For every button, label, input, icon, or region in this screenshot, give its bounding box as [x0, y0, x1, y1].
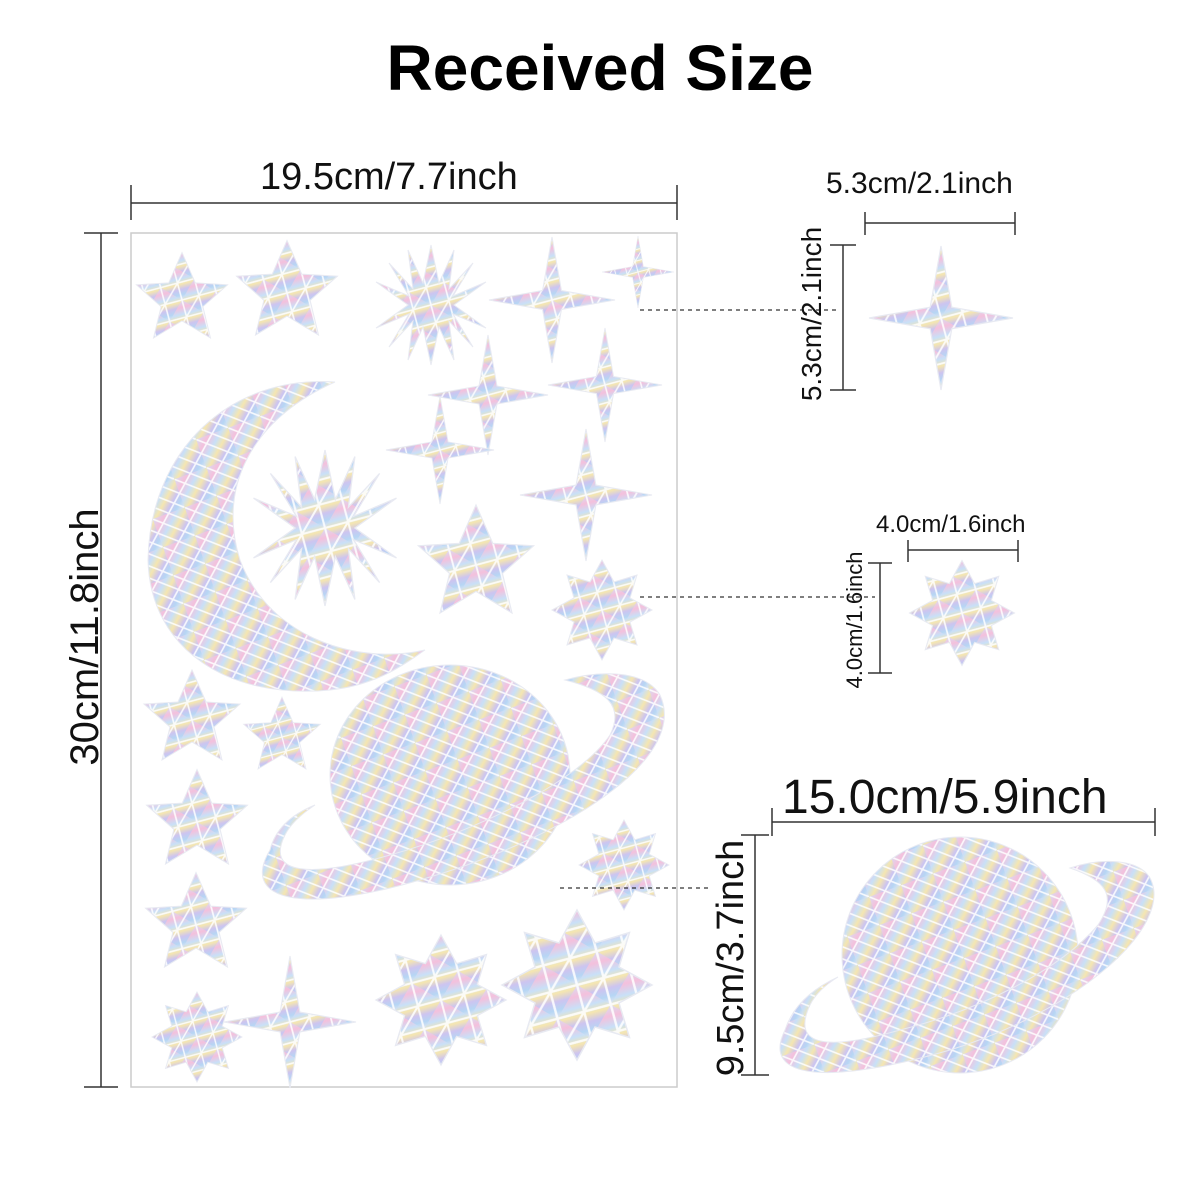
sheet-stickers [135, 235, 675, 1089]
eight-point-star-width-label: 4.0cm/1.6inch [876, 511, 1026, 538]
four-point-star-width-label: 5.3cm/2.1inch [826, 167, 1013, 200]
sheet-height-dimension [84, 232, 118, 1088]
leader-lines [560, 309, 875, 889]
detail-four-point-star [830, 212, 1016, 391]
planet-width-label: 15.0cm/5.9inch [782, 771, 1108, 824]
sheet-width-dimension [130, 185, 678, 220]
four-point-star-height-label: 5.3cm/2.1inch [796, 226, 827, 402]
detail-eight-point-star [868, 540, 1019, 674]
planet-sticker [261, 664, 665, 900]
sheet-width-label: 19.5cm/7.7inch [260, 156, 518, 198]
detail-planet [741, 808, 1156, 1076]
moon-sticker [147, 381, 426, 692]
planet-height-label: 9.5cm/3.7inch [710, 839, 752, 1077]
eight-point-star-height-label: 4.0cm/1.6inch [842, 551, 867, 689]
sheet-height-label: 30cm/11.8inch [63, 508, 107, 766]
page-title: Received Size [386, 32, 814, 104]
